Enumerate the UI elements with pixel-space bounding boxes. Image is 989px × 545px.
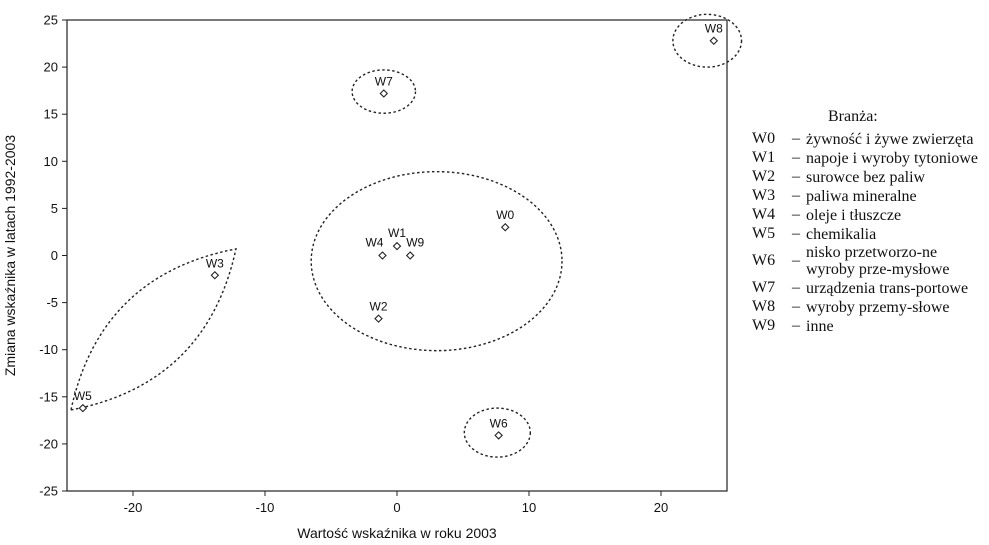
legend-dash: – [792, 225, 800, 242]
legend-dash: – [792, 149, 800, 166]
legend-code: W3 [752, 187, 776, 204]
legend-code: W5 [752, 225, 776, 242]
cluster-outline [70, 248, 237, 411]
data-point-w8 [709, 36, 719, 46]
data-point-w0 [500, 222, 510, 232]
cluster-outline [463, 407, 532, 458]
y-tick-label: -25 [39, 484, 58, 499]
data-point-w6 [494, 431, 503, 440]
legend-items: W0– żywność i żywe zwierzęta W1– napoje i w… [752, 130, 988, 335]
data-label-w0: W0 [496, 208, 514, 222]
legend-description: oleje i tłuszcze [806, 206, 902, 224]
y-tick-label: 15 [44, 107, 58, 122]
data-points: W0 W1 W2 W3 W4 W5 W6 W7 W8 W9 [74, 22, 723, 440]
legend-code: W0 [752, 130, 776, 147]
legend-item-w6: W6– nisko przetworzo-ne wyroby prze-mysło… [752, 244, 988, 278]
x-tick-label: 10 [522, 500, 536, 515]
x-axis-ticks: -20 -10 0 10 20 [124, 491, 668, 515]
y-axis-ticks: 25 20 15 10 5 0 -5 -10 -15 -20 -25 [39, 13, 67, 499]
legend-description: nisko przetworzo-ne wyroby prze-mysłowe [806, 244, 950, 278]
y-tick-label: -20 [39, 436, 58, 451]
legend-code: W8 [752, 298, 776, 315]
y-tick-label: -10 [39, 342, 58, 357]
legend-description: żywność i żywe zwierzęta [806, 130, 974, 148]
legend-item-w0: W0– żywność i żywe zwierzęta [752, 130, 988, 148]
legend-item-w5: W5– chemikalia [752, 225, 988, 243]
legend-item-w9: W9– inne [752, 317, 988, 335]
legend-description: paliwa mineralne [806, 187, 917, 205]
legend-dash: – [792, 206, 800, 223]
data-label-w6: W6 [490, 416, 508, 430]
y-axis-label: Zmiana wskaźnika w latach 1992-2003 [2, 135, 18, 376]
legend-description: surowce bez paliw [806, 168, 926, 186]
legend-code: W7 [752, 279, 776, 296]
data-label-w8: W8 [705, 22, 723, 36]
legend-code: W6 [752, 252, 776, 269]
data-point-w7 [379, 89, 389, 98]
legend-code: W9 [752, 317, 776, 334]
legend-description: wyroby przemy-słowe [806, 298, 950, 316]
legend-description: napoje i wyroby tytoniowe [806, 149, 978, 167]
data-label-w1: W1 [388, 226, 406, 240]
legend-description: chemikalia [806, 225, 877, 243]
legend-dash: – [792, 130, 800, 147]
data-label-w9: W9 [406, 236, 424, 250]
legend-code: W2 [752, 168, 776, 185]
data-point-w3 [210, 271, 220, 280]
y-tick-label: 10 [44, 154, 58, 169]
legend-item-w4: W4– oleje i tłuszcze [752, 206, 988, 224]
legend-description: urządzenia trans-portowe [806, 279, 969, 297]
legend-item-w3: W3– paliwa mineralne [752, 187, 988, 205]
legend-dash: – [792, 252, 800, 269]
scatter-chart: W0 W1 W2 W3 W4 W5 W6 W7 W8 W9 -20 -10 0 10 20 25 20 15 1… [2, 13, 743, 541]
x-tick-label: -20 [124, 500, 143, 515]
y-tick-label: -15 [39, 389, 58, 404]
legend-title: Branża: [828, 108, 878, 125]
legend: Branża: W0– żywność i żywe zwierzęta W1– na… [752, 108, 988, 336]
legend-dash: – [792, 279, 800, 296]
y-tick-label: 20 [44, 60, 58, 75]
y-tick-label: -5 [46, 295, 58, 310]
data-point-w9 [405, 251, 415, 260]
legend-dash: – [792, 168, 800, 185]
data-point-w2 [374, 314, 383, 323]
data-label-w5: W5 [74, 389, 92, 403]
x-tick-label: 0 [393, 500, 400, 515]
legend-dash: – [792, 317, 800, 334]
data-label-w4: W4 [365, 236, 383, 250]
x-tick-label: -10 [256, 500, 275, 515]
cluster-outlines [70, 13, 743, 458]
x-tick-label: 20 [654, 500, 668, 515]
data-label-w2: W2 [370, 300, 388, 314]
cluster-outline [351, 69, 417, 114]
data-point-w4 [378, 251, 387, 260]
legend-dash: – [792, 187, 800, 204]
legend-item-w1: W1– napoje i wyroby tytoniowe [752, 149, 988, 167]
y-tick-label: 0 [51, 248, 58, 263]
legend-code: W1 [752, 149, 776, 166]
data-label-w7: W7 [375, 74, 393, 88]
legend-item-w8: W8– wyroby przemy-słowe [752, 298, 988, 316]
data-label-w3: W3 [206, 256, 224, 270]
y-tick-label: 5 [51, 201, 58, 216]
plot-area [66, 19, 728, 492]
legend-item-w2: W2– surowce bez paliw [752, 168, 988, 186]
data-point-w5 [78, 403, 88, 413]
legend-item-w7: W7– urządzenia trans-portowe [752, 279, 988, 297]
y-tick-label: 25 [44, 13, 58, 28]
cluster-outline [672, 13, 743, 68]
legend-dash: – [792, 298, 800, 315]
x-axis-label: Wartość wskaźnika w roku 2003 [297, 525, 497, 541]
legend-description: inne [806, 317, 834, 335]
data-point-w1 [392, 241, 402, 251]
legend-code: W4 [752, 206, 776, 223]
cluster-outline [310, 170, 563, 352]
